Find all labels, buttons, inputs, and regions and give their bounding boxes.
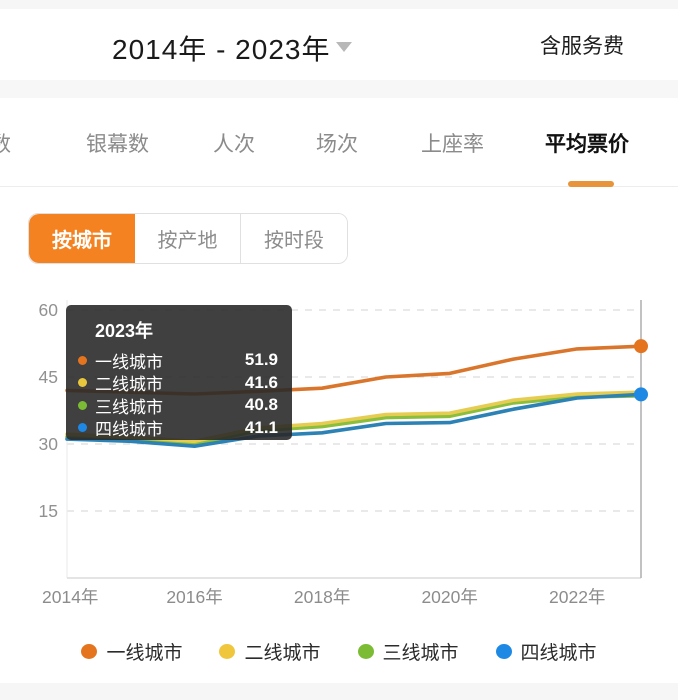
tooltip-value: 41.6	[244, 372, 278, 392]
service-fee-label: 含服务费	[540, 35, 624, 58]
subtab-by-origin[interactable]: 按产地	[135, 214, 241, 263]
tooltip-label: 四线城市	[95, 420, 163, 440]
svg-text:2014年: 2014年	[42, 587, 98, 607]
tab-admissions[interactable]: 人次	[213, 133, 255, 156]
tooltip-row-tier3: 三线城市 40.8	[78, 394, 282, 417]
tab-clipped-metric[interactable]: 数	[0, 133, 11, 156]
tier2-dot-icon	[78, 378, 87, 388]
legend-label: 四线城市	[520, 642, 597, 664]
tab-showings[interactable]: 场次	[316, 133, 358, 156]
tier2-dot-icon	[219, 643, 236, 659]
tooltip-label: 二线城市	[95, 375, 163, 395]
date-range-selector[interactable]: 2014年 - 2023年	[112, 34, 331, 65]
bottom-strip	[0, 683, 678, 700]
tab-avg-ticket-price[interactable]: 平均票价	[545, 133, 629, 156]
tooltip-value: 41.1	[244, 417, 278, 437]
tooltip-row-tier2: 二线城市 41.6	[78, 372, 282, 395]
legend-item-tier2[interactable]: 二线城市	[219, 638, 321, 665]
svg-text:2016年: 2016年	[166, 587, 222, 607]
legend-label: 三线城市	[382, 642, 459, 664]
subtab-by-city[interactable]: 按城市	[29, 214, 135, 263]
tab-bar-divider	[0, 186, 678, 187]
tier3-dot-icon	[78, 400, 87, 410]
chart-tooltip: 2023年 一线城市 51.9 二线城市 41.6 三线城市 40.8 四线城市…	[66, 305, 292, 440]
svg-text:2018年: 2018年	[294, 587, 350, 607]
legend-item-tier1[interactable]: 一线城市	[81, 638, 182, 665]
legend-label: 一线城市	[106, 642, 183, 664]
header-divider	[0, 80, 678, 98]
checkmark-icon[interactable]	[503, 32, 530, 59]
tooltip-year-title: 2023年	[95, 321, 154, 341]
svg-text:15: 15	[39, 501, 58, 521]
service-fee-toggle[interactable]: 含服务费	[503, 30, 624, 60]
svg-text:60: 60	[39, 300, 59, 320]
tooltip-value: 51.9	[244, 350, 278, 370]
chart-legend: 一线城市 二线城市 三线城市 四线城市	[0, 634, 678, 668]
tooltip-label: 一线城市	[95, 352, 163, 372]
tier3-dot-icon	[357, 643, 374, 659]
svg-text:2020年: 2020年	[421, 587, 477, 607]
legend-item-tier4[interactable]: 四线城市	[495, 638, 597, 665]
legend-label: 二线城市	[244, 642, 321, 664]
tooltip-row-tier4: 四线城市 41.1	[78, 417, 282, 440]
svg-text:30: 30	[39, 434, 59, 454]
tooltip-row-tier1: 一线城市 51.9	[78, 349, 282, 372]
subtab-by-time[interactable]: 按时段	[241, 214, 347, 263]
tier1-dot-icon	[81, 643, 98, 659]
segmented-control: 按城市 按产地 按时段	[28, 213, 348, 264]
tab-screens[interactable]: 银幕数	[86, 133, 149, 156]
tab-occupancy[interactable]: 上座率	[421, 133, 484, 156]
active-tab-underline	[568, 181, 614, 187]
tier1-dot-icon	[78, 355, 87, 365]
svg-text:45: 45	[39, 367, 58, 387]
chevron-down-icon	[336, 42, 352, 52]
tier4-dot-icon	[78, 423, 87, 433]
svg-text:2022年: 2022年	[549, 587, 605, 607]
tooltip-value: 40.8	[244, 395, 278, 415]
tier4-dot-icon	[495, 643, 512, 659]
tooltip-label: 三线城市	[95, 397, 163, 417]
legend-item-tier3[interactable]: 三线城市	[357, 638, 459, 665]
top-strip	[0, 0, 678, 9]
